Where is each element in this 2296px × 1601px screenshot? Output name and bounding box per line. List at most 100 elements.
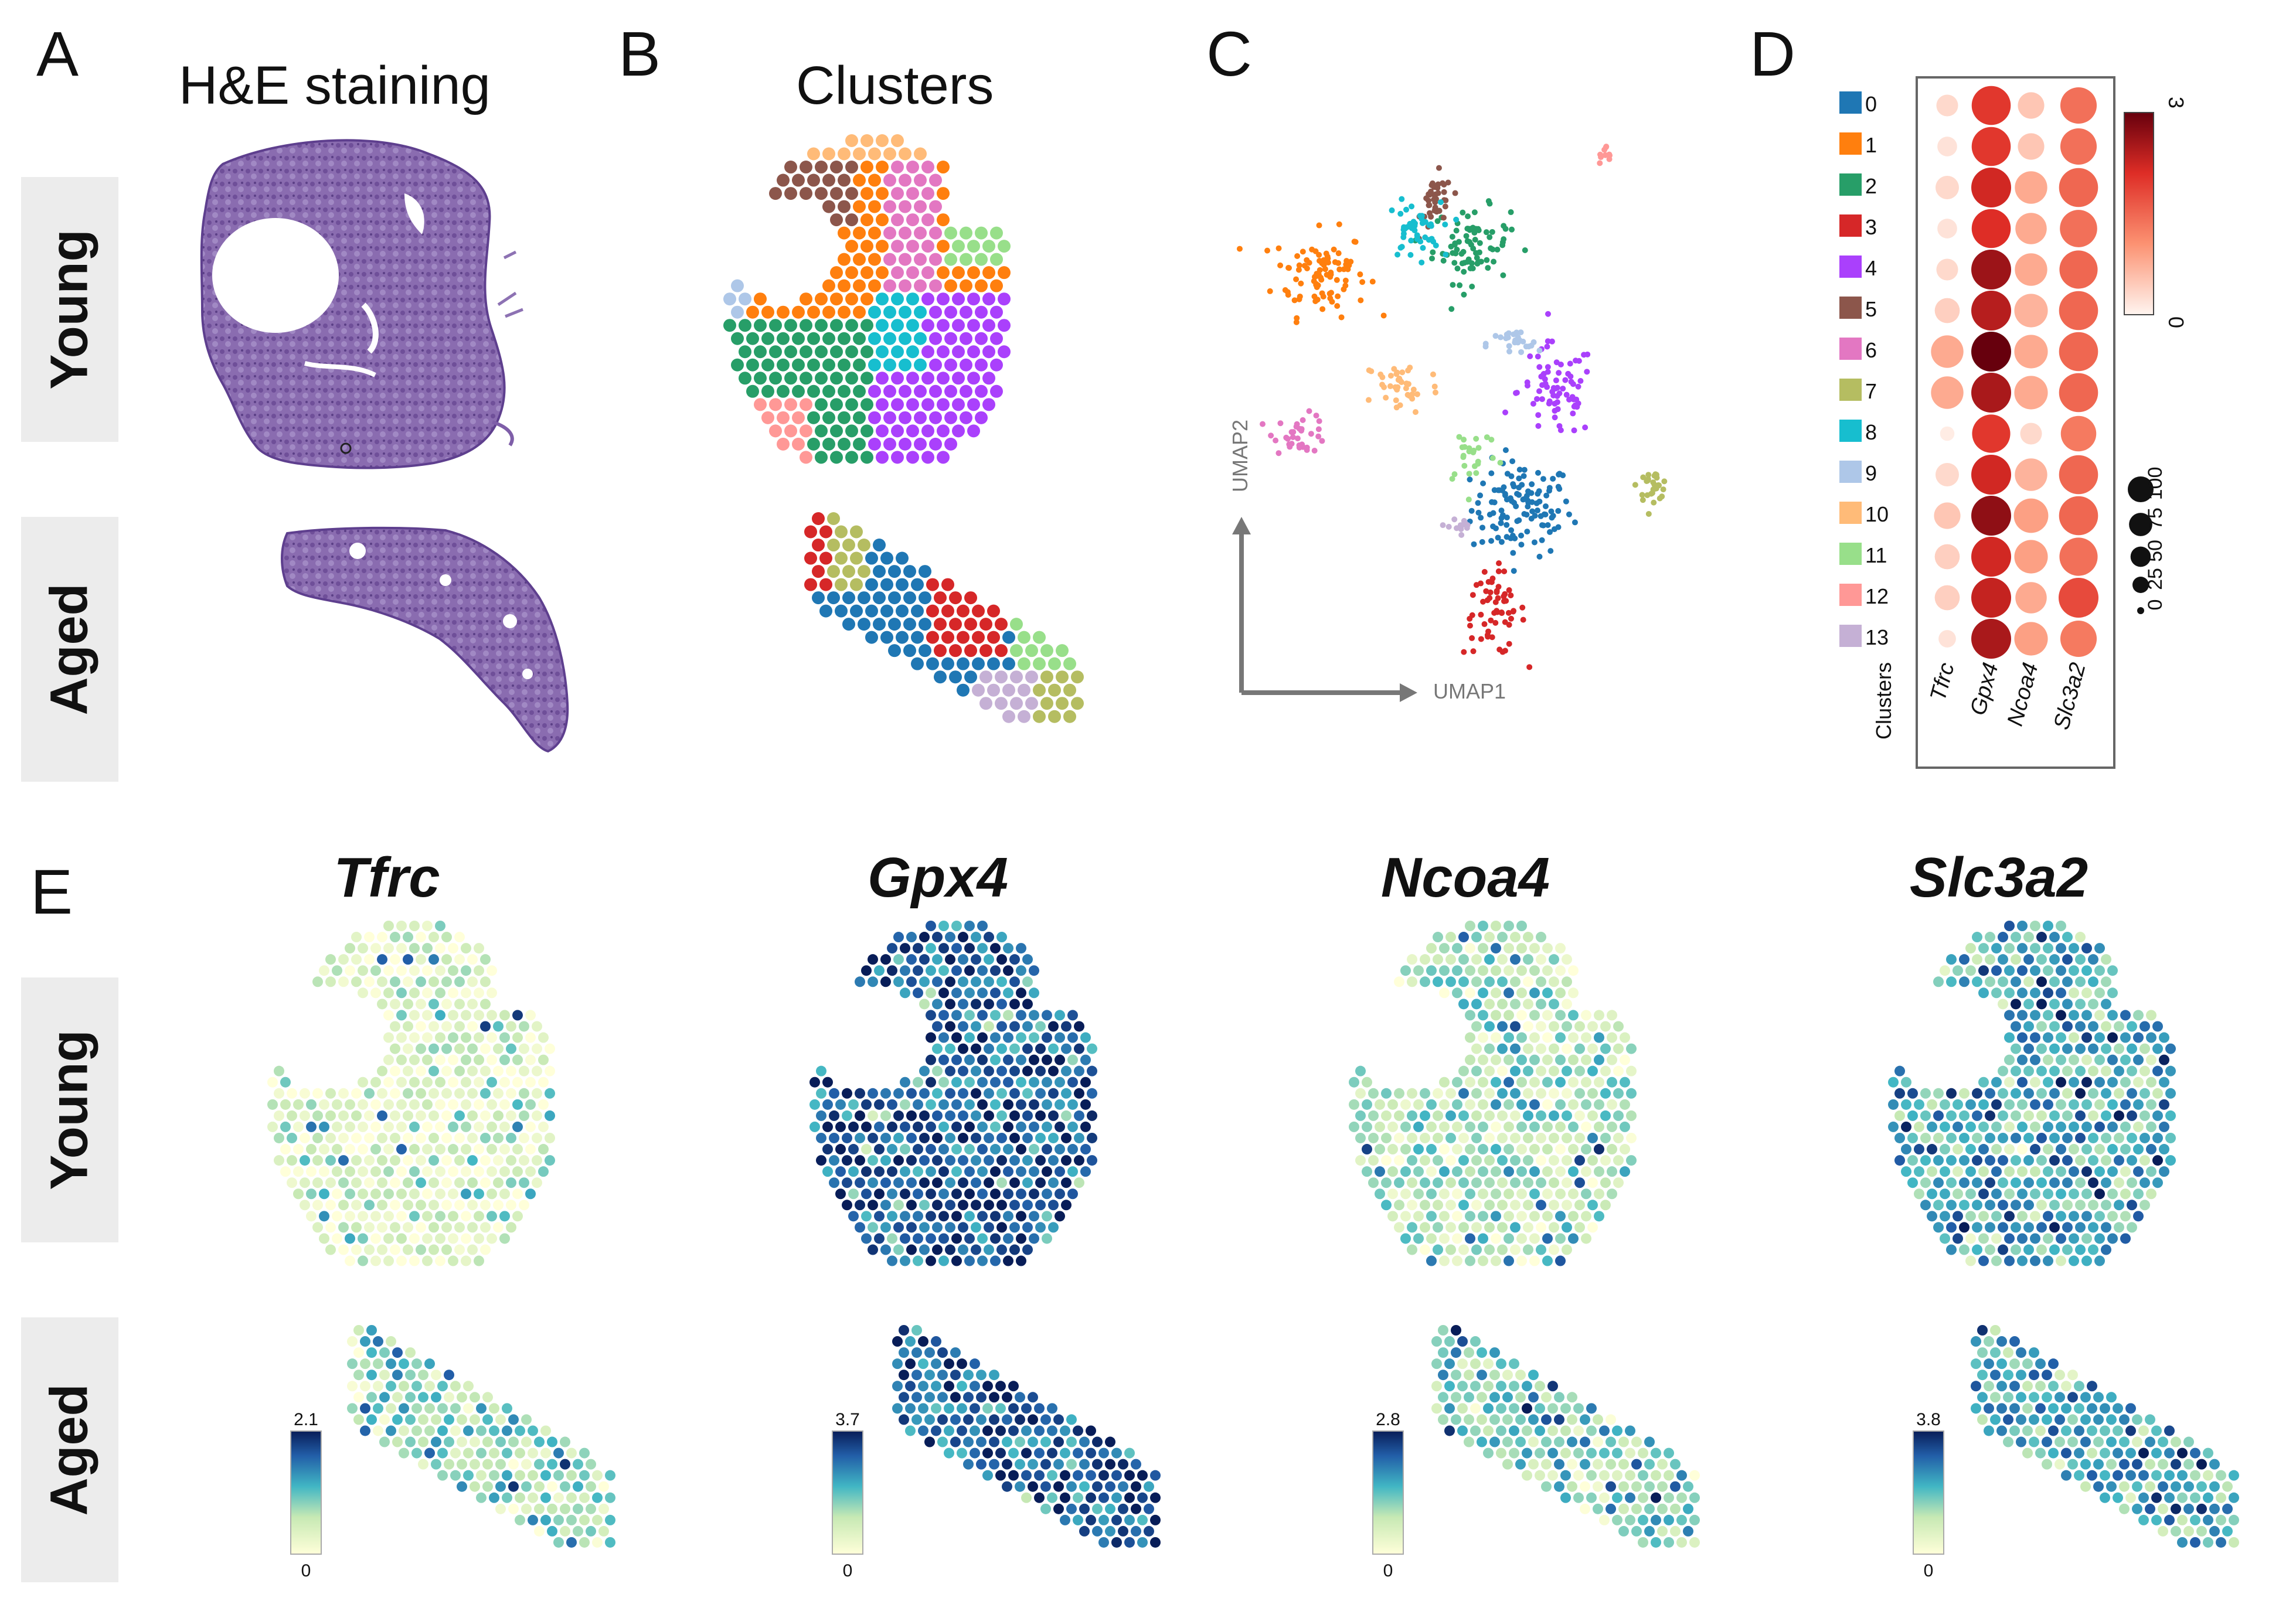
spot-young-Gpx4 bbox=[984, 1200, 994, 1211]
spot-young-Gpx4 bbox=[951, 921, 962, 931]
spot-aged-Slc3a2 bbox=[2119, 1414, 2130, 1425]
spot-young-Ncoa4 bbox=[1516, 987, 1527, 999]
spot-aged-Ncoa4 bbox=[1644, 1459, 1655, 1470]
umap-point-cluster-7 bbox=[1661, 478, 1668, 485]
umap-point-cluster-2 bbox=[1438, 214, 1445, 221]
spot-young-Slc3a2 bbox=[2023, 1065, 2034, 1077]
spot-young-Gpx4 bbox=[951, 1166, 962, 1177]
spot-aged-Slc3a2 bbox=[2145, 1503, 2155, 1514]
spot-aged-Slc3a2 bbox=[2061, 1425, 2071, 1436]
spot-young-Slc3a2 bbox=[2030, 1166, 2040, 1177]
umap-point-cluster-6 bbox=[1300, 417, 1306, 423]
spot-young-Slc3a2 bbox=[2036, 999, 2047, 1010]
umap-point-cluster-5 bbox=[1427, 188, 1434, 195]
gene-label-Ncoa4: Ncoa4 bbox=[2003, 660, 2043, 728]
spot-young-Gpx4 bbox=[906, 976, 917, 987]
umap-point-cluster-5 bbox=[1445, 179, 1451, 186]
umap-point-cluster-4 bbox=[1557, 362, 1564, 368]
spot-aged-Gpx4 bbox=[924, 1370, 935, 1381]
spot-young-Slc3a2 bbox=[1991, 1121, 2002, 1132]
cluster-spot-young bbox=[891, 451, 904, 464]
spot-aged-Slc3a2 bbox=[2151, 1425, 2162, 1436]
spot-young-Slc3a2 bbox=[1959, 976, 1970, 987]
cluster-spot-aged bbox=[919, 644, 931, 658]
spot-young-Gpx4 bbox=[990, 1010, 1001, 1021]
spot-young-Tfrc bbox=[409, 943, 420, 954]
cluster-spot-young bbox=[838, 147, 851, 161]
spot-young-Tfrc bbox=[396, 965, 407, 976]
umap-point-cluster-2 bbox=[1465, 213, 1471, 220]
spot-young-Ncoa4 bbox=[1516, 943, 1527, 954]
spot-young-Ncoa4 bbox=[1465, 1054, 1475, 1065]
spot-young-Ncoa4 bbox=[1568, 1211, 1579, 1222]
spot-young-Ncoa4 bbox=[1484, 1043, 1495, 1054]
spot-young-Gpx4 bbox=[1009, 1222, 1020, 1233]
spot-young-Slc3a2 bbox=[2030, 1121, 2040, 1132]
spot-young-Ncoa4 bbox=[1549, 1244, 1559, 1255]
umap-point-cluster-0 bbox=[1502, 447, 1509, 454]
spot-young-Tfrc bbox=[300, 1088, 310, 1099]
spot-aged-Gpx4 bbox=[1079, 1459, 1090, 1470]
spot-young-Slc3a2 bbox=[2056, 965, 2066, 976]
umap-point-cluster-0 bbox=[1535, 490, 1541, 497]
spot-aged-Slc3a2 bbox=[2145, 1481, 2155, 1492]
spot-young-Slc3a2 bbox=[1985, 1222, 1995, 1233]
spot-young-Gpx4 bbox=[984, 1065, 994, 1077]
cluster-spot-young bbox=[860, 213, 873, 227]
cluster-spot-young bbox=[792, 332, 805, 345]
cluster-spot-young bbox=[860, 319, 873, 332]
cluster-spot-young bbox=[929, 358, 942, 372]
spot-aged-Ncoa4 bbox=[1502, 1414, 1513, 1425]
umap-point-cluster-2 bbox=[1469, 284, 1475, 290]
spot-young-Gpx4 bbox=[835, 1188, 846, 1200]
spot-young-Gpx4 bbox=[1048, 1155, 1059, 1166]
spot-young-Gpx4 bbox=[971, 1110, 981, 1121]
umap-point-cluster-2 bbox=[1484, 257, 1490, 263]
spot-young-Slc3a2 bbox=[1991, 1144, 2002, 1155]
spot-young-Tfrc bbox=[448, 943, 458, 954]
spot-aged-Ncoa4 bbox=[1522, 1403, 1532, 1414]
spot-aged-Slc3a2 bbox=[2183, 1481, 2194, 1492]
spot-aged-Tfrc bbox=[605, 1514, 615, 1525]
umap-point-cluster-11 bbox=[1475, 445, 1482, 451]
umap-point-cluster-4 bbox=[1573, 396, 1580, 403]
cluster-spot-young bbox=[952, 345, 965, 359]
spot-young-Gpx4 bbox=[874, 1166, 885, 1177]
spot-young-Gpx4 bbox=[1016, 1099, 1026, 1110]
spot-young-Ncoa4 bbox=[1587, 1200, 1598, 1211]
spot-young-Slc3a2 bbox=[2049, 1065, 2060, 1077]
spot-young-Ncoa4 bbox=[1600, 1088, 1611, 1099]
spot-young-Slc3a2 bbox=[1978, 1233, 1989, 1244]
umap-point-cluster-5 bbox=[1432, 204, 1438, 210]
spot-young-Gpx4 bbox=[861, 1233, 872, 1244]
umap-point-cluster-1 bbox=[1314, 271, 1320, 277]
spot-young-Tfrc bbox=[319, 1144, 329, 1155]
spot-young-Ncoa4 bbox=[1439, 1099, 1450, 1110]
cluster-spot-young bbox=[967, 372, 980, 385]
umap-point-cluster-2 bbox=[1430, 249, 1436, 256]
umap-point-cluster-2 bbox=[1471, 230, 1478, 236]
cluster-spot-young bbox=[739, 292, 751, 306]
spot-young-Ncoa4 bbox=[1471, 1110, 1482, 1121]
cluster-spot-young bbox=[975, 358, 988, 372]
spot-young-Gpx4 bbox=[1055, 1188, 1065, 1200]
cluster-spot-young bbox=[914, 305, 927, 319]
spot-young-Slc3a2 bbox=[1991, 1233, 2002, 1244]
spot-young-Slc3a2 bbox=[1991, 943, 2002, 954]
spot-aged-Slc3a2 bbox=[2106, 1436, 2117, 1447]
spot-young-Tfrc bbox=[480, 1155, 491, 1166]
spot-aged-Tfrc bbox=[566, 1470, 577, 1481]
spot-young-Tfrc bbox=[493, 1021, 504, 1032]
spot-young-Ncoa4 bbox=[1465, 1010, 1475, 1021]
spot-young-Slc3a2 bbox=[2165, 1065, 2176, 1077]
spot-young-Ncoa4 bbox=[1555, 1255, 1566, 1266]
spot-young-Tfrc bbox=[325, 1110, 336, 1121]
cluster-spot-young bbox=[868, 411, 881, 424]
spot-aged-Ncoa4 bbox=[1599, 1447, 1610, 1459]
spot-young-Ncoa4 bbox=[1368, 1177, 1379, 1188]
spot-young-Ncoa4 bbox=[1504, 1211, 1514, 1222]
spot-young-Gpx4 bbox=[1087, 1088, 1097, 1099]
spot-young-Tfrc bbox=[474, 1188, 484, 1200]
cluster-spot-young bbox=[921, 345, 934, 359]
spot-young-Tfrc bbox=[338, 1155, 349, 1166]
